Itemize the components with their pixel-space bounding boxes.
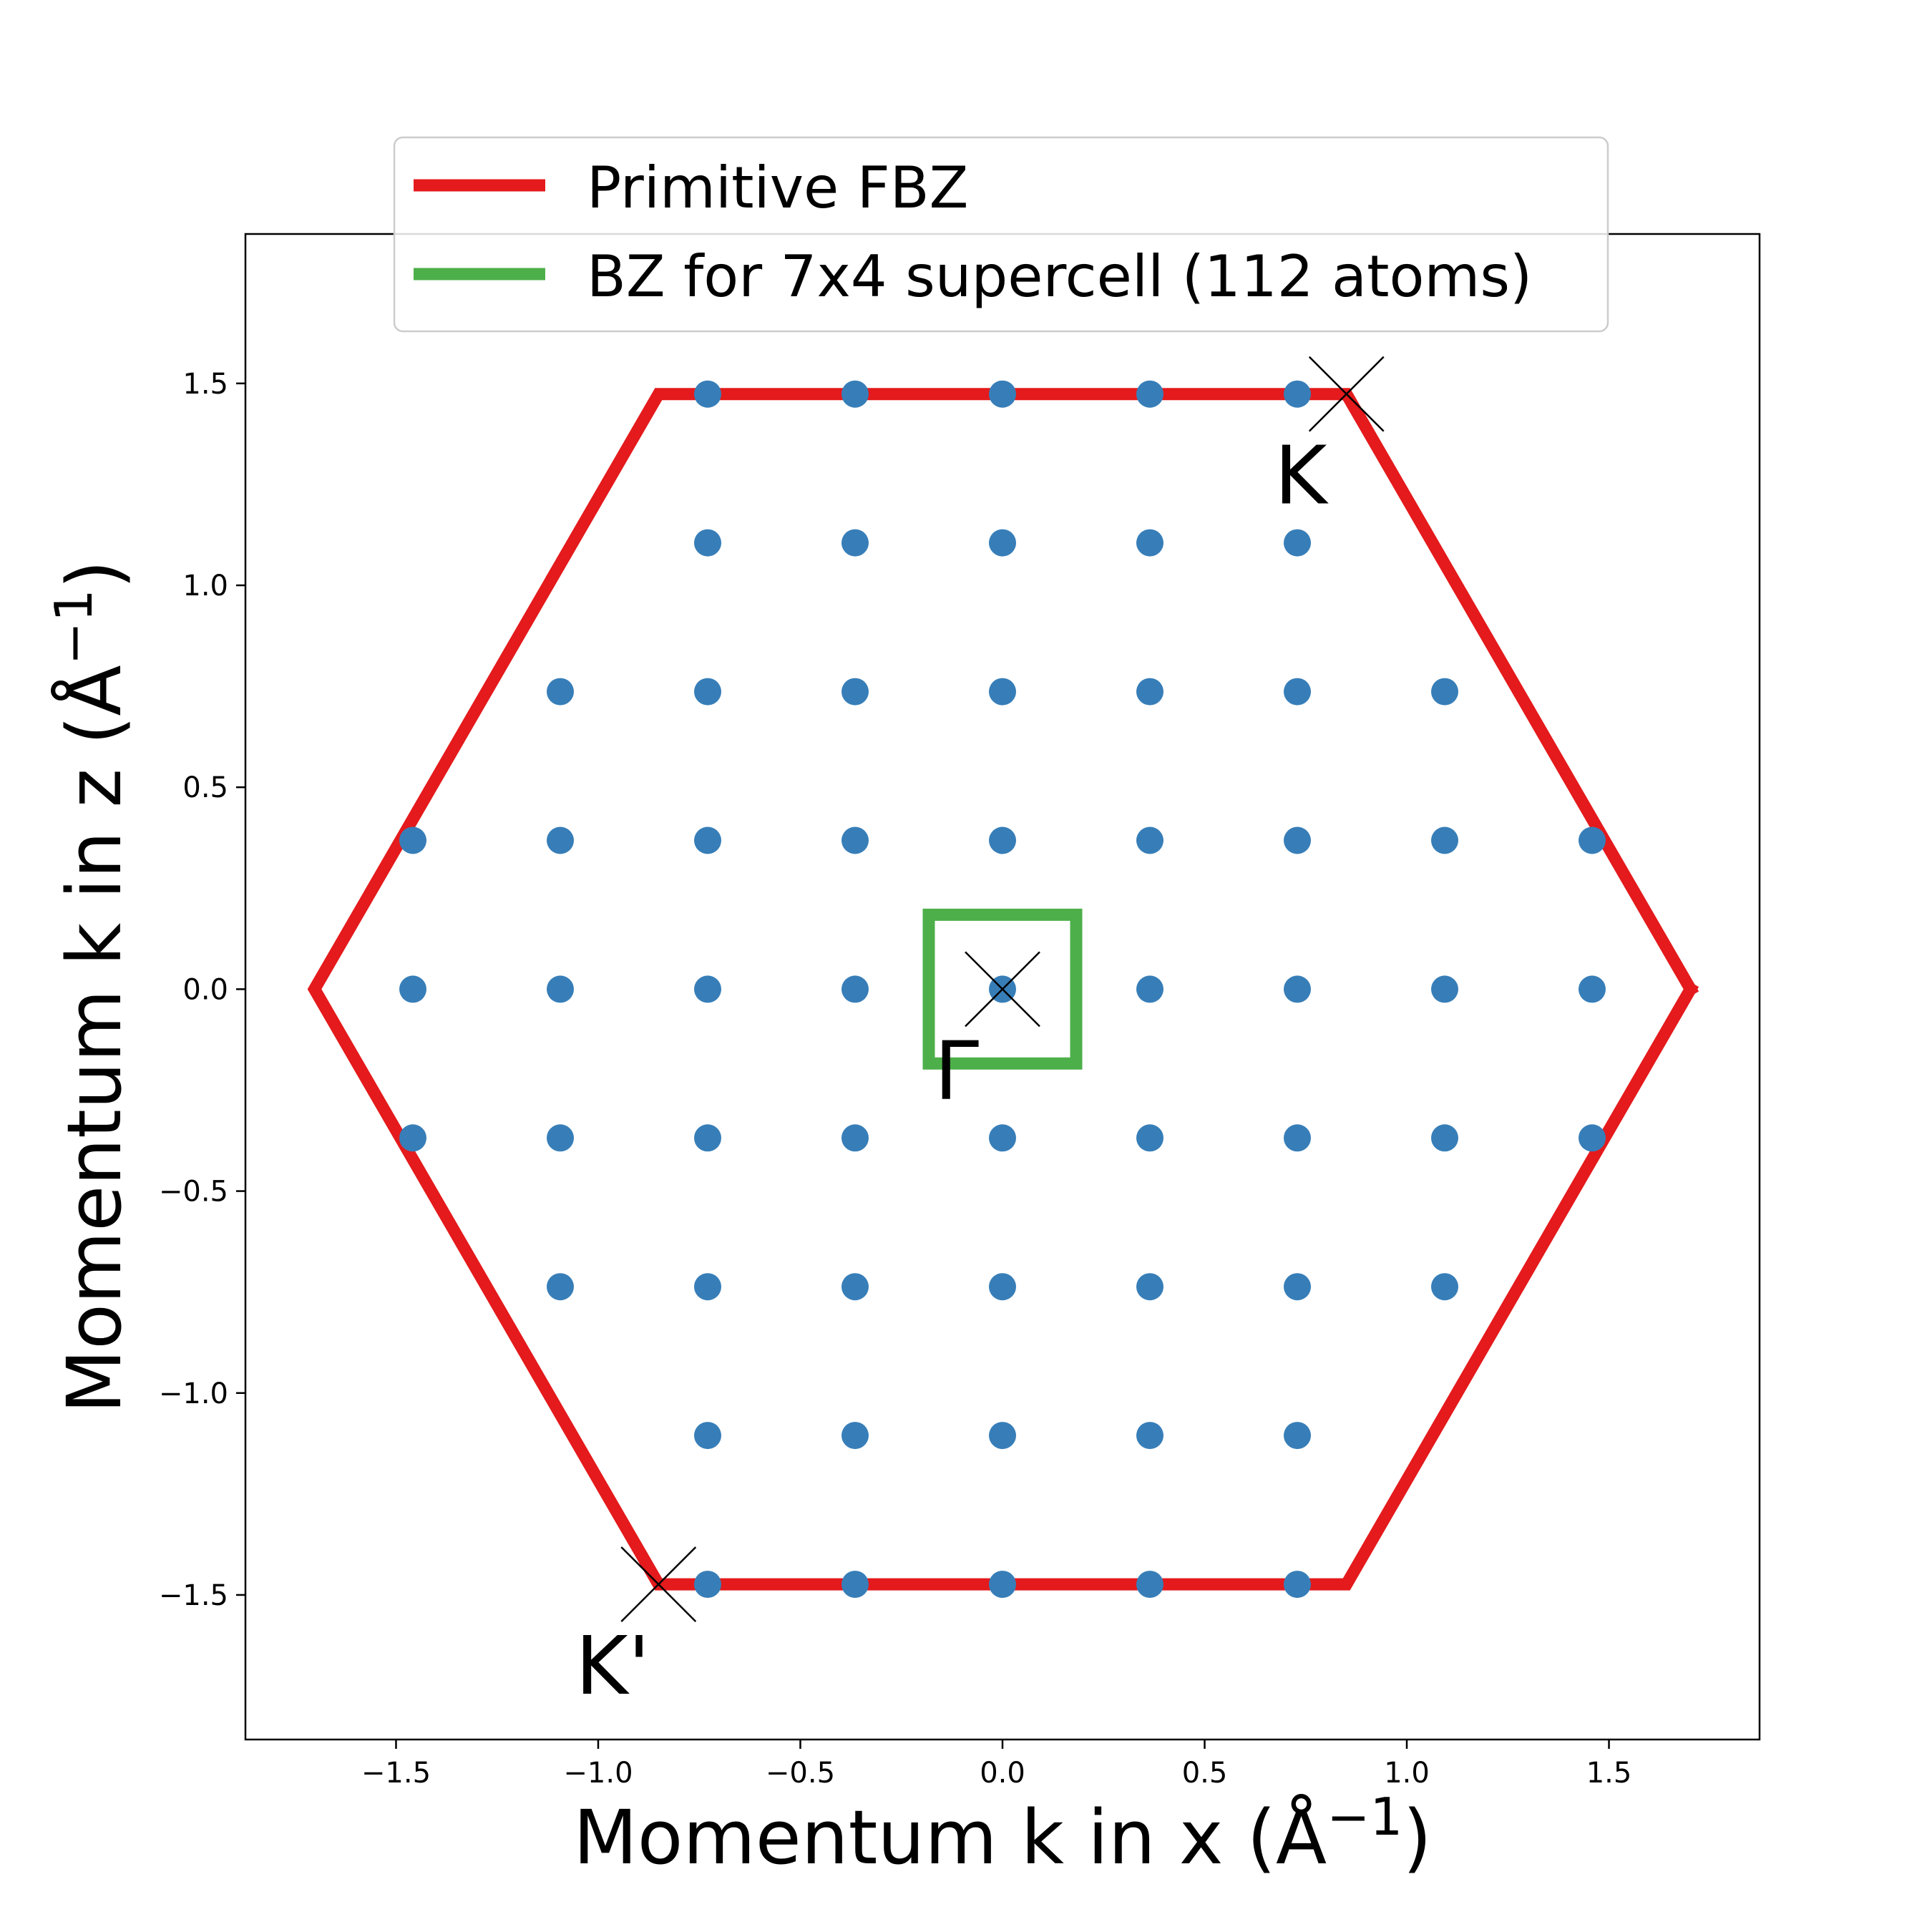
legend-label-supercell-bz: BZ for 7x4 supercell (112 atoms) [587,243,1532,310]
k-point [547,1124,574,1152]
k-point [1136,1422,1163,1450]
x-axis-label: Momentum k in x (Å−1) [573,1787,1432,1881]
x-tick-label: −0.5 [766,1757,835,1790]
k-point [841,1422,869,1450]
k-point [694,1124,721,1152]
k-point [1136,1273,1163,1301]
k-point [1579,1124,1606,1152]
k-point [989,678,1016,706]
k-point [1136,975,1163,1003]
x-tick-label: 0.0 [980,1757,1025,1790]
special-point-label: K [1274,430,1329,523]
k-point [1284,678,1311,706]
k-point [694,678,721,706]
x-tick-label: 0.5 [1182,1757,1228,1790]
x-tick-label: −1.0 [563,1757,633,1790]
k-point [694,380,721,408]
special-point-label: Γ [935,1025,979,1118]
y-axis-ticks: −1.5 −1.0 −0.5 0.0 0.5 1.0 1.5 [159,368,245,1612]
y-tick-label: 1.5 [182,368,228,401]
supercell-bz-square [922,908,1083,1070]
k-point [1284,975,1311,1003]
legend-box [393,136,1609,333]
special-point-k-prime: K' [575,1546,697,1713]
y-tick-label: 1.0 [182,570,228,602]
x-tick-label: 1.0 [1384,1757,1430,1790]
k-point [989,1571,1016,1599]
legend: Primitive FBZ BZ for 7x4 supercell (112 … [393,136,1609,333]
k-point [1284,380,1311,408]
y-tick-label: 0.5 [182,771,228,804]
k-point [841,1124,869,1152]
k-point [989,380,1016,408]
k-point [1136,826,1163,854]
k-point [841,529,869,557]
x-tick-label: 1.5 [1586,1757,1632,1790]
y-tick-label: −1.5 [159,1579,228,1612]
k-point [547,1273,574,1301]
plot-area: K Γ K' [307,356,1699,1713]
k-point [1136,678,1163,706]
k-point [1136,1571,1163,1599]
legend-label-primitive-fbz: Primitive FBZ [587,155,968,221]
k-point [1284,1124,1311,1152]
special-point-marker [965,951,1040,1028]
k-point [841,1571,869,1599]
k-point [547,678,574,706]
k-point [841,678,869,706]
y-axis-label: Momentum k in z (Å−1) [44,560,138,1414]
k-point [547,975,574,1003]
k-point [694,1571,721,1599]
k-point [1431,1273,1458,1301]
k-point [694,826,721,854]
k-point [841,975,869,1003]
k-point [1431,1124,1458,1152]
k-point [694,1273,721,1301]
k-point [989,1124,1016,1152]
k-point [1284,1571,1311,1599]
k-point [1136,1124,1163,1152]
k-point [1284,1422,1311,1450]
k-point [1579,975,1606,1003]
k-point [1431,975,1458,1003]
special-point-marker [620,1546,697,1622]
k-point [1284,529,1311,557]
k-point [547,826,574,854]
k-point [841,826,869,854]
k-point [694,529,721,557]
k-point [694,1422,721,1450]
k-point [1136,380,1163,408]
k-point [1284,826,1311,854]
k-point [694,975,721,1003]
k-point [1579,826,1606,854]
special-point-label: K' [575,1620,650,1713]
k-point [1431,678,1458,706]
k-point [989,1273,1016,1301]
k-point [989,529,1016,557]
k-point [1136,529,1163,557]
k-point [841,1273,869,1301]
special-point-k: K [1274,356,1385,523]
k-point [1284,1273,1311,1301]
special-point-marker [1308,356,1385,432]
y-tick-label: −0.5 [159,1176,228,1209]
special-point-gamma: Γ [935,951,1040,1118]
k-point [989,1422,1016,1450]
x-tick-label: −1.5 [361,1757,431,1790]
k-point [989,826,1016,854]
k-point [399,826,426,854]
k-point [1431,826,1458,854]
k-point [399,1124,426,1152]
y-tick-label: 0.0 [182,973,228,1006]
x-axis-ticks: −1.5 −1.0 −0.5 0.0 0.5 1.0 1.5 [361,1740,1631,1790]
y-tick-label: −1.0 [159,1377,228,1410]
k-point [399,975,426,1003]
k-point [841,380,869,408]
